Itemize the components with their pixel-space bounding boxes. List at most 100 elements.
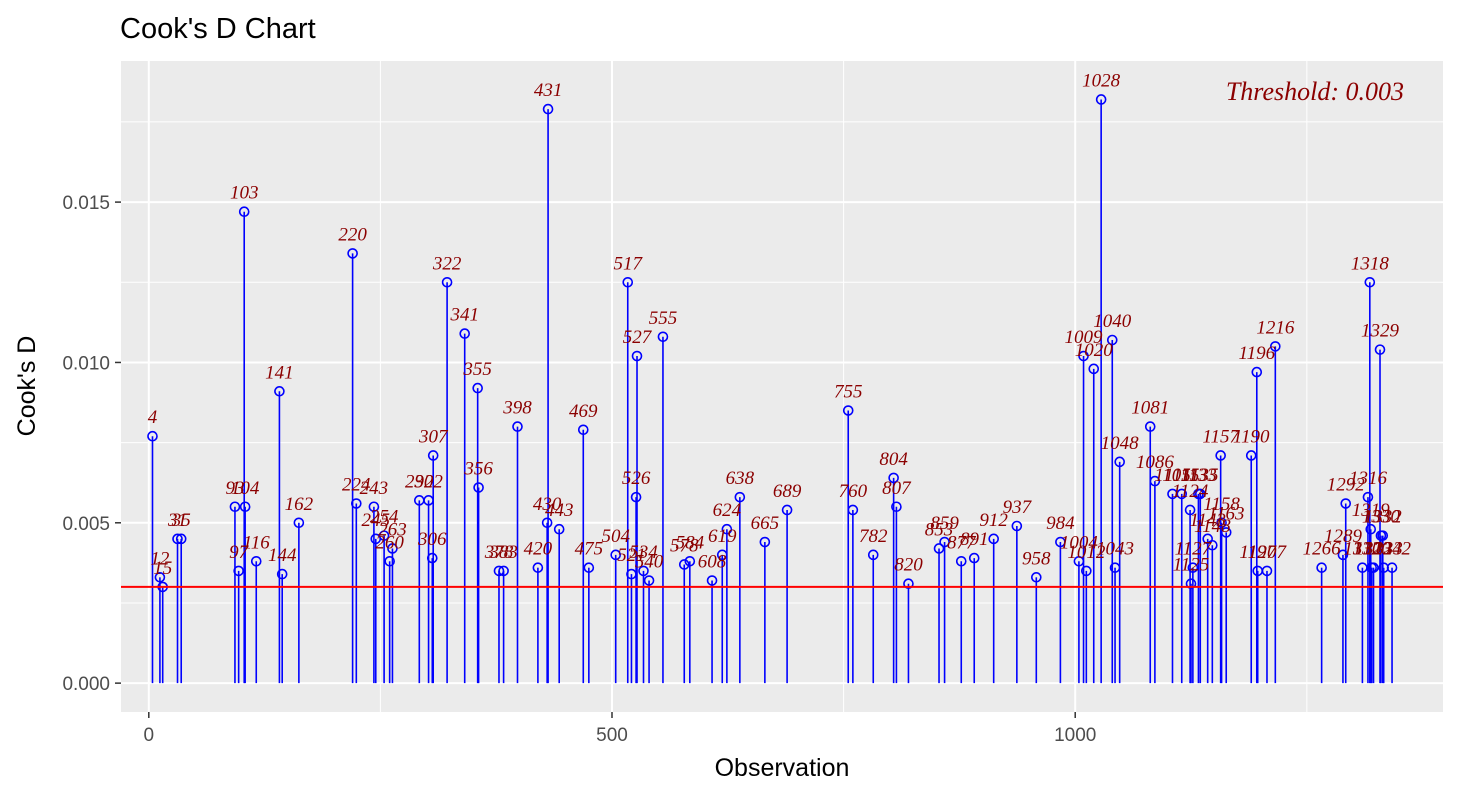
data-point — [610, 549, 622, 561]
data-point — [1187, 562, 1199, 573]
data-point — [147, 430, 158, 442]
data-point — [1194, 488, 1206, 500]
point-label: 431 — [534, 80, 563, 101]
data-point — [347, 248, 358, 259]
point-label: 1292 — [1327, 475, 1366, 496]
point-label: 638 — [726, 468, 755, 489]
point-label: 958 — [1022, 548, 1051, 569]
point-label: 1115 — [1164, 465, 1199, 486]
point-label: 584 — [676, 532, 705, 553]
point-label: 141 — [265, 362, 294, 383]
data-point — [1185, 578, 1197, 590]
point-label: 1216 — [1256, 317, 1295, 338]
point-label: 292 — [405, 471, 434, 492]
point-label: 1125 — [1173, 555, 1210, 576]
point-label: 243 — [360, 478, 389, 499]
point-label: 1319 — [1352, 500, 1391, 521]
data-point — [1251, 366, 1263, 378]
threshold-label: Threshold: 0.003 — [1226, 77, 1404, 106]
data-point — [1106, 334, 1118, 346]
point-label: 1329 — [1361, 321, 1400, 342]
data-point — [842, 405, 854, 416]
data-point — [1081, 565, 1092, 577]
data-point — [154, 572, 166, 583]
point-label: 1333 — [1365, 539, 1403, 560]
point-label: 1043 — [1096, 539, 1134, 560]
data-point — [423, 495, 434, 506]
point-label: 1124 — [1172, 481, 1209, 502]
point-label: 443 — [545, 500, 574, 521]
point-label: 307 — [418, 426, 449, 447]
point-label: 527 — [623, 327, 653, 348]
data-point — [678, 559, 690, 570]
point-label: 104 — [231, 478, 260, 499]
point-label: 469 — [569, 401, 598, 422]
data-point — [441, 276, 453, 288]
data-point — [532, 562, 544, 573]
data-point — [384, 555, 395, 567]
point-label: 984 — [1046, 513, 1075, 534]
point-label: 116 — [243, 532, 271, 553]
data-point — [734, 491, 746, 503]
data-point — [1095, 94, 1107, 105]
point-label: 378 — [484, 542, 514, 563]
data-point — [968, 552, 980, 564]
point-label: 1196 — [1238, 343, 1275, 364]
data-point — [512, 421, 523, 432]
point-label: 356 — [463, 459, 493, 480]
point-label: 1197 — [1239, 542, 1277, 563]
point-label: 15 — [153, 558, 172, 579]
point-label: 1190 — [1233, 426, 1270, 447]
data-point — [583, 562, 595, 573]
point-label: 689 — [773, 481, 802, 502]
x-axis-title: Observation — [715, 754, 850, 782]
data-point — [274, 386, 285, 397]
data-point — [542, 103, 554, 115]
point-label: 1332 — [1364, 507, 1403, 528]
data-point — [1176, 488, 1188, 500]
data-point — [1340, 498, 1352, 509]
point-label: 804 — [879, 449, 908, 470]
data-point — [781, 504, 793, 516]
point-label: 782 — [859, 526, 888, 547]
data-point — [1216, 517, 1227, 529]
data-point — [888, 472, 899, 484]
data-point — [1088, 363, 1100, 375]
data-point — [867, 549, 879, 561]
plot-panel — [121, 61, 1443, 712]
data-point — [172, 533, 183, 545]
point-label: 665 — [751, 513, 780, 534]
data-point — [351, 498, 362, 509]
data-point — [233, 565, 244, 577]
point-label: 1289 — [1324, 526, 1363, 547]
point-label: 1330 — [1362, 507, 1401, 528]
data-point — [622, 276, 634, 288]
point-label: 540 — [635, 552, 664, 573]
point-label: 1040 — [1093, 311, 1132, 332]
data-point — [1114, 456, 1125, 468]
data-point — [1031, 572, 1042, 583]
data-point — [250, 555, 262, 567]
point-label: 807 — [882, 478, 912, 499]
data-point — [1011, 520, 1023, 532]
data-point — [473, 482, 484, 493]
point-label: 1048 — [1101, 433, 1140, 454]
data-point — [387, 543, 398, 554]
data-point — [1365, 523, 1377, 535]
point-label: 608 — [698, 552, 727, 573]
y-tick-label: 0.015 — [62, 193, 110, 214]
data-point — [1377, 530, 1389, 541]
y-axis: 0.000 0.005 0.010 0.015 — [62, 193, 121, 695]
data-point — [630, 491, 642, 503]
x-tick-label: 1000 — [1054, 725, 1096, 746]
y-tick-label: 0.005 — [62, 514, 110, 535]
point-label: 534 — [629, 542, 658, 563]
data-point — [939, 536, 950, 548]
data-point — [1245, 450, 1257, 461]
point-label: 1316 — [1349, 468, 1388, 489]
point-label: 260 — [375, 532, 404, 553]
y-axis-title: Cook's D — [13, 336, 41, 437]
point-label: 517 — [614, 253, 644, 274]
point-label: 245 — [362, 510, 391, 531]
